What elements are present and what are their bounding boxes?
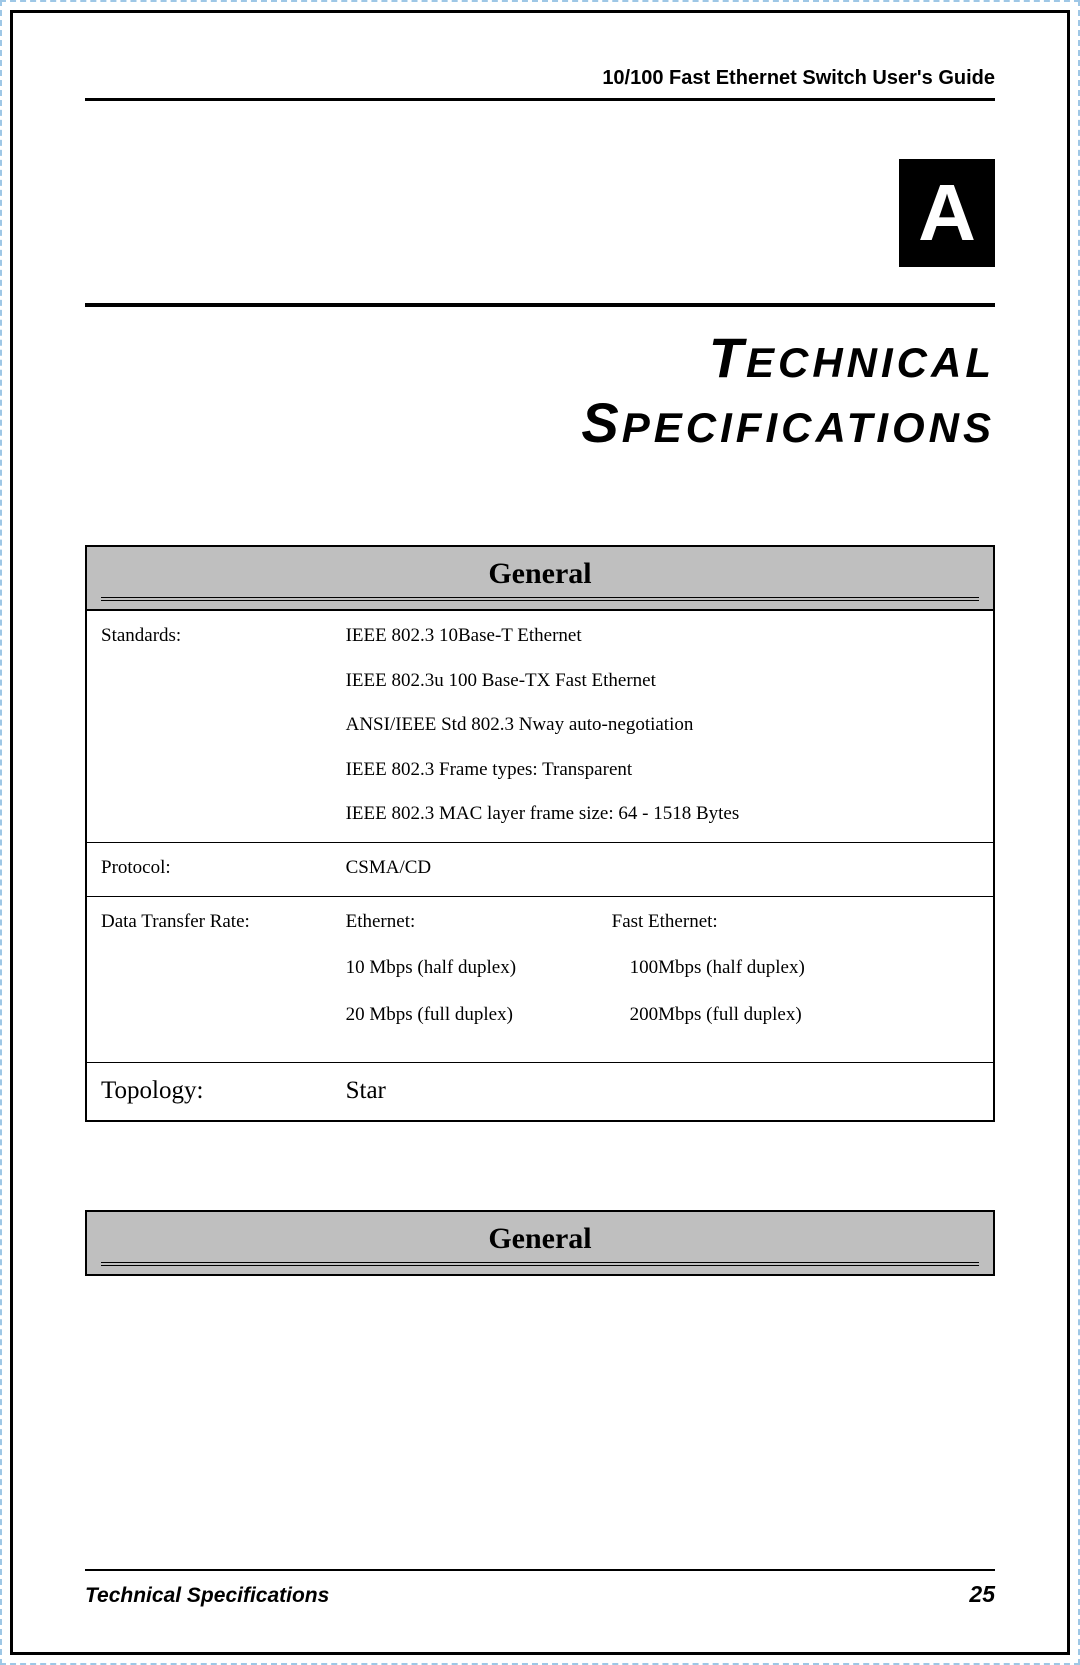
table-row: Standards: IEEE 802.3 10Base-T Ethernet … (87, 611, 993, 842)
dtr-col2-v2: 200Mbps (full duplex) (612, 1002, 979, 1029)
table-heading-cell: General (87, 1212, 993, 1274)
table-row: Topology: Star (87, 1063, 993, 1121)
value-line: IEEE 802.3 10Base-T Ethernet (346, 623, 979, 650)
spec-table-general: General Standards: IEEE 802.3 10Base-T E… (85, 545, 995, 1122)
table-heading: General (101, 1222, 979, 1266)
value-line: IEEE 802.3 Frame types: Transparent (346, 757, 979, 784)
table-heading-cell: General (87, 547, 993, 611)
page: 10/100 Fast Ethernet Switch User's Guide… (0, 0, 1080, 1665)
dtr-col1-v2: 20 Mbps (full duplex) (346, 1002, 612, 1029)
appendix-badge: A (899, 159, 995, 267)
dtr-col2-head: Fast Ethernet: (612, 909, 979, 936)
row-value: Star (332, 1063, 993, 1121)
table-row: Protocol: CSMA/CD (87, 842, 993, 896)
row-label: Topology: (87, 1063, 332, 1121)
title-line1-cap: T (709, 326, 746, 389)
footer-row: Technical Specifications 25 (85, 1581, 995, 1608)
dtr-col2-v1: 100Mbps (half duplex) (612, 955, 979, 982)
row-value: CSMA/CD (332, 842, 993, 896)
row-label: Standards: (87, 611, 332, 842)
title-line2-cap: S (581, 391, 621, 454)
footer-section-name: Technical Specifications (85, 1584, 329, 1608)
chapter-title: TECHNICAL SPECIFICATIONS (85, 325, 995, 455)
row-label: Data Transfer Rate: (87, 896, 332, 1063)
value-line: ANSI/IEEE Std 802.3 Nway auto-negotiatio… (346, 712, 979, 739)
footer-page-number: 25 (969, 1581, 995, 1608)
title-line1-rest: ECHNICAL (746, 339, 995, 386)
table-heading: General (101, 557, 979, 601)
row-label: Protocol: (87, 842, 332, 896)
table-body: Standards: IEEE 802.3 10Base-T Ethernet … (87, 611, 993, 1120)
table-row: Data Transfer Rate: Ethernet: 10 Mbps (h… (87, 896, 993, 1063)
row-value: Ethernet: 10 Mbps (half duplex) 20 Mbps … (332, 896, 993, 1063)
appendix-badge-row: A (85, 159, 995, 267)
row-value: IEEE 802.3 10Base-T Ethernet IEEE 802.3u… (332, 611, 993, 842)
spec-table-general-2: General (85, 1210, 995, 1276)
value-line: IEEE 802.3 MAC layer frame size: 64 - 15… (346, 801, 979, 828)
page-footer: Technical Specifications 25 (85, 1569, 995, 1608)
dtr-col1-head: Ethernet: (346, 909, 612, 936)
two-col: Ethernet: 10 Mbps (half duplex) 20 Mbps … (346, 909, 979, 1049)
title-rule (85, 303, 995, 307)
footer-rule (85, 1569, 995, 1571)
value-line: IEEE 802.3u 100 Base-TX Fast Ethernet (346, 668, 979, 695)
page-inner: 10/100 Fast Ethernet Switch User's Guide… (10, 10, 1070, 1655)
title-line2-rest: PECIFICATIONS (622, 404, 995, 451)
document-header: 10/100 Fast Ethernet Switch User's Guide (85, 67, 995, 101)
dtr-col1-v1: 10 Mbps (half duplex) (346, 955, 612, 982)
